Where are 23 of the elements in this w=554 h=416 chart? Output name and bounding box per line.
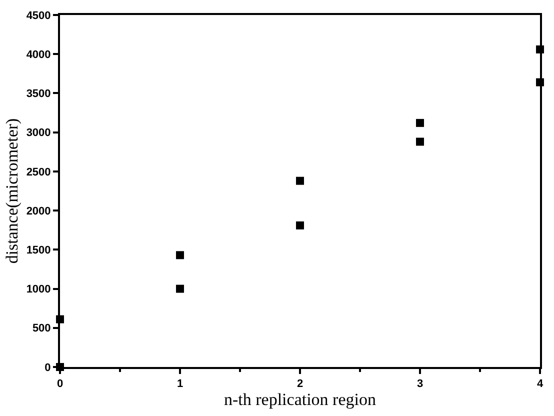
y-tick-label: 2500 — [26, 166, 51, 178]
y-tick-label: 3000 — [26, 127, 51, 140]
point — [416, 138, 424, 146]
x-tick-label: 0 — [56, 378, 64, 390]
point — [296, 221, 304, 230]
x-tick-label: 1 — [176, 378, 184, 390]
point — [296, 176, 304, 185]
y-tick-label: 4500 — [26, 10, 51, 22]
y-axis-title: distance(micrometer) — [2, 118, 22, 264]
point — [416, 118, 424, 127]
y-tick-label: 1000 — [26, 284, 51, 296]
x-axis-title: n-th replication region — [224, 390, 376, 410]
point — [176, 284, 184, 293]
x-tick-label: 3 — [416, 378, 424, 390]
x-tick-label: 2 — [296, 378, 304, 390]
x-tick-label: 4 — [536, 378, 544, 390]
point — [176, 251, 184, 260]
y-tick-label: 1500 — [26, 244, 51, 257]
y-tick-label: 3500 — [26, 88, 51, 100]
y-tick-label: 0 — [44, 362, 51, 374]
y-tick-label: 500 — [32, 322, 51, 335]
y-tick-label: 2000 — [26, 205, 51, 218]
y-tick-label: 4000 — [26, 48, 51, 61]
